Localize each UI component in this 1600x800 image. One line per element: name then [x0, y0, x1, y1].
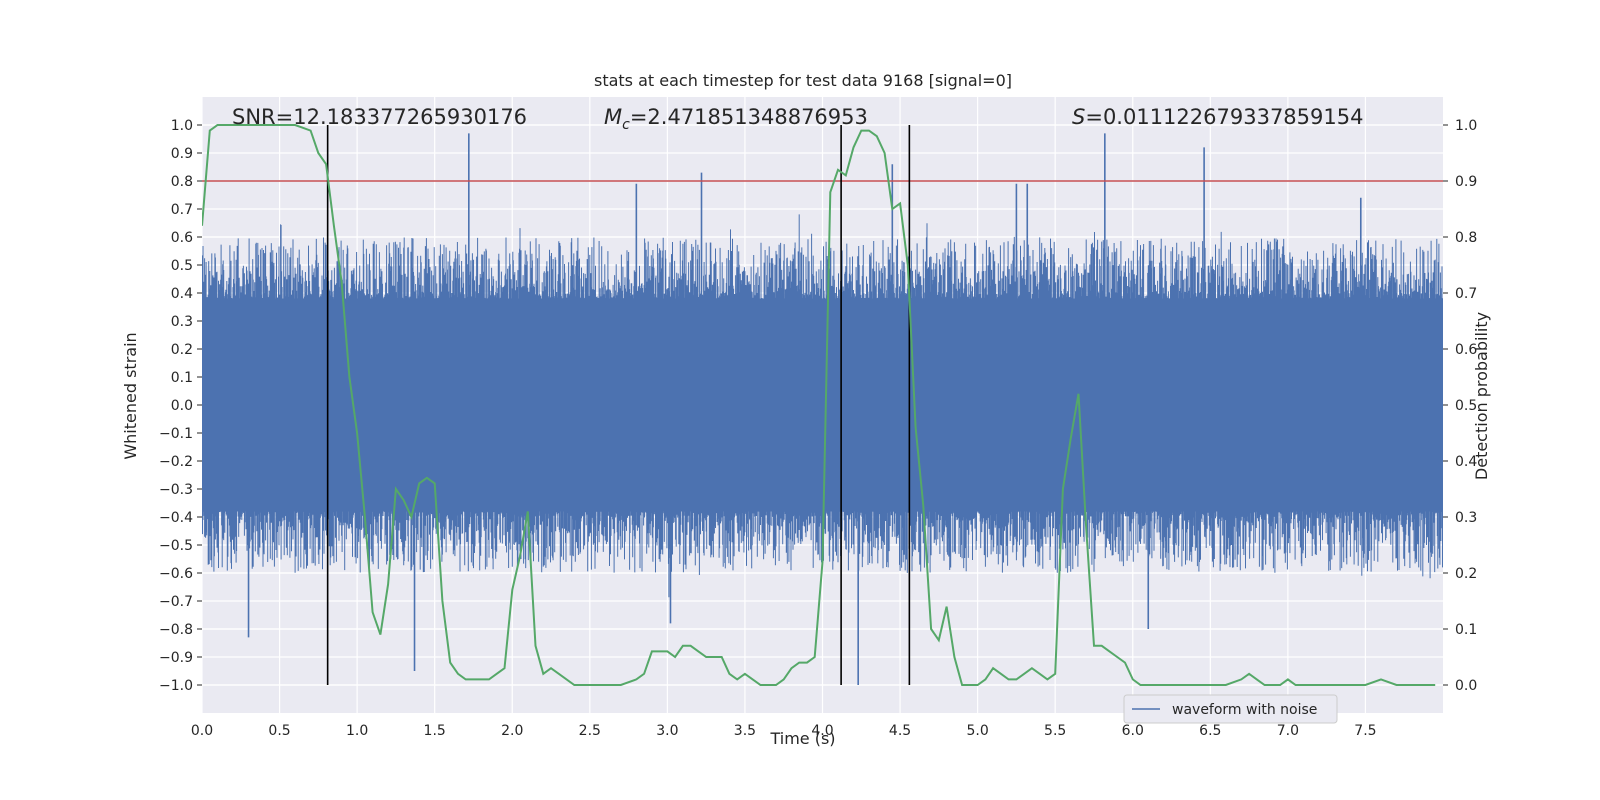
snr-annotation: SNR=12.183377265930176 [232, 105, 527, 129]
y-tick-label-left: −0.9 [159, 650, 193, 666]
y-tick-label-left: −0.7 [159, 594, 193, 610]
y-tick-label-right: 0.0 [1455, 678, 1477, 694]
significance-value: =0.011122679337859154 [1085, 105, 1363, 129]
x-tick-label: 0.0 [191, 723, 213, 739]
x-tick-label: 5.0 [966, 723, 988, 739]
x-tick-label: 4.0 [811, 723, 833, 739]
y-tick-label-right: 0.3 [1455, 510, 1477, 526]
y-tick-label-left: −1.0 [159, 678, 193, 694]
significance-annotation: S=0.011122679337859154 [1072, 105, 1363, 129]
legend-box [1123, 694, 1338, 724]
y-tick-label-left: −0.4 [159, 510, 193, 526]
y-tick-label-left: 0.6 [171, 230, 193, 246]
y-axis-label-right: Detection probability [1472, 312, 1491, 480]
x-tick-label: 3.0 [656, 723, 678, 739]
y-tick-label-left: 0.7 [171, 202, 193, 218]
probability-layer [202, 124, 1436, 686]
y-tick-label-left: 0.4 [171, 286, 193, 302]
y-tick-label-right: 0.9 [1455, 174, 1477, 190]
x-tick-label: 3.5 [734, 723, 756, 739]
y-tick-label-right: 1.0 [1455, 118, 1477, 134]
significance-symbol: S [1072, 105, 1085, 129]
chirp-mass-subscript: c [622, 117, 630, 133]
tick-layer: 0.0 0.5 1.0 1.5 2.0 2.5 3.0 3.5 4.0 4.5 5.0 5.5 6.0 6… [159, 118, 1477, 739]
y-tick-label-left: 1.0 [171, 118, 193, 134]
y-tick-label-right: 0.4 [1455, 454, 1477, 470]
waveform-layer [202, 133, 1443, 685]
y-tick-label-left: −0.3 [159, 482, 193, 498]
y-tick-label-right: 0.5 [1455, 398, 1477, 414]
y-axis-label-left: Whitened strain [121, 332, 140, 459]
y-tick-label-left: −0.6 [159, 566, 193, 582]
y-tick-label-left: 0.1 [171, 370, 193, 386]
legend: waveform with noise [1123, 694, 1338, 724]
waveform-line [202, 214, 1443, 598]
x-tick-label: 4.5 [889, 723, 911, 739]
y-tick-label-left: 0.8 [171, 174, 193, 190]
y-tick-label-left: 0.5 [171, 258, 193, 274]
chirp-mass-value: =2.471851348876953 [630, 105, 868, 129]
x-tick-label: 7.0 [1277, 723, 1299, 739]
y-tick-label-right: 0.1 [1455, 622, 1477, 638]
y-tick-label-left: 0.2 [171, 342, 193, 358]
y-tick-label-left: −0.2 [159, 454, 193, 470]
y-tick-label-right: 0.8 [1455, 230, 1477, 246]
x-tick-label: 6.0 [1122, 723, 1144, 739]
y-tick-label-left: 0.3 [171, 314, 193, 330]
probability-line [202, 124, 1436, 686]
y-tick-label-left: −0.8 [159, 622, 193, 638]
x-axis-label: Time (s) [769, 729, 835, 748]
chirp-mass-annotation: Mc=2.471851348876953 [604, 105, 868, 133]
x-tick-label: 7.5 [1354, 723, 1376, 739]
legend-label-waveform: waveform with noise [1172, 702, 1317, 718]
y-tick-label-left: 0.9 [171, 146, 193, 162]
x-tick-label: 1.5 [424, 723, 446, 739]
x-tick-label: 2.0 [501, 723, 523, 739]
x-tick-label: 6.5 [1199, 723, 1221, 739]
y-tick-label-right: 0.6 [1455, 342, 1477, 358]
y-tick-label-left: 0.0 [171, 398, 193, 414]
y-tick-label-right: 0.2 [1455, 566, 1477, 582]
x-tick-label: 0.5 [268, 723, 290, 739]
y-tick-label-left: −0.5 [159, 538, 193, 554]
y-tick-label-right: 0.7 [1455, 286, 1477, 302]
y-tick-label-left: −0.1 [159, 426, 193, 442]
x-tick-label: 5.5 [1044, 723, 1066, 739]
x-tick-label: 1.0 [346, 723, 368, 739]
chirp-mass-symbol: M [604, 105, 622, 129]
x-tick-label: 2.5 [579, 723, 601, 739]
vertical-lines-layer [326, 125, 911, 685]
chart-title: stats at each timestep for test data 916… [594, 71, 1012, 90]
